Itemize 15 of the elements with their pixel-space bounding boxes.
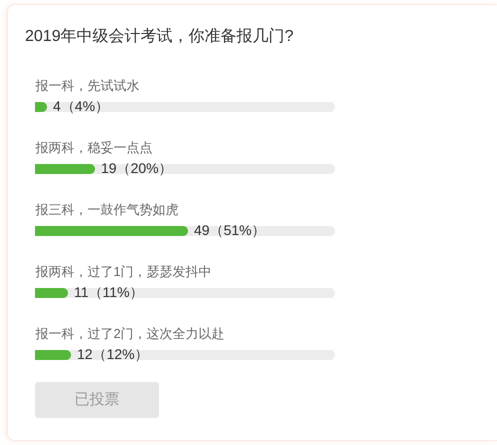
data-label: 4（4%） xyxy=(53,98,110,114)
y-tick-label: 报一科，过了2门，这次全力以赴 xyxy=(34,326,225,341)
bar xyxy=(35,164,95,174)
data-label: 12（12%） xyxy=(77,346,149,362)
button: 已投票 xyxy=(35,382,159,418)
data-label: 49（51%） xyxy=(194,222,266,238)
data-label: 19（20%） xyxy=(101,160,173,176)
y-tick-label: 报两科，过了1门，瑟瑟发抖中 xyxy=(34,264,212,279)
bar xyxy=(35,288,68,298)
data-label: 11（11%） xyxy=(74,284,144,300)
y-tick-label: 报三科，一鼓作气势如虎 xyxy=(34,202,178,217)
bar xyxy=(35,350,71,360)
y-tick-label: 报一科，先试试水 xyxy=(34,78,140,93)
chart-title: 2019年中级会计考试，你准备报几门? xyxy=(25,27,294,45)
y-tick-label: 报两科，稳妥一点点 xyxy=(34,140,152,155)
